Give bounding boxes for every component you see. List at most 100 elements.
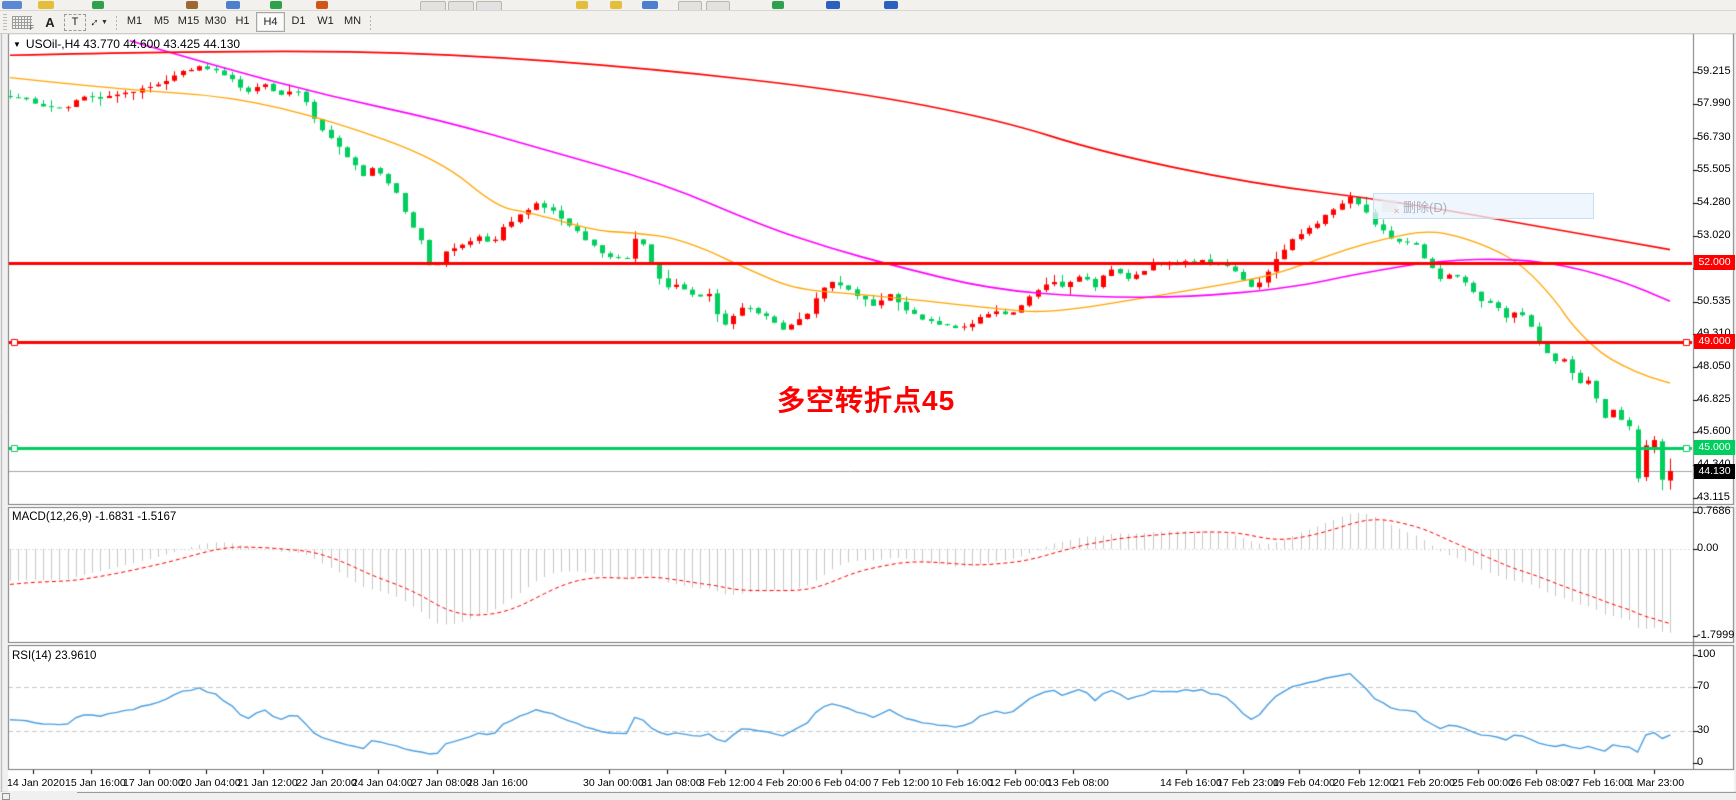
time-axis-label: 17 Jan 00:00: [123, 777, 184, 789]
price-axis-tick: 59.215: [1697, 65, 1731, 77]
time-axis-label: 22 Jan 20:00: [296, 777, 357, 789]
clipped-icon: [92, 1, 104, 9]
clipped-icon: [884, 1, 898, 9]
diagonal-arrows-icon: ↕: [87, 14, 103, 30]
rsi-axis-tick: 0: [1697, 756, 1704, 768]
chart-symbol-title[interactable]: ▼ USOil-,H4 43.770 44.600 43.425 44.130: [13, 37, 240, 51]
time-axis-label: 12 Feb 00:00: [989, 777, 1051, 789]
time-axis-label: 21 Feb 20:00: [1393, 777, 1455, 789]
time-axis-label: 25 Feb 00:00: [1452, 777, 1514, 789]
macd-axis-tick: 0.00: [1697, 542, 1719, 554]
price-axis-tick: 53.020: [1697, 229, 1731, 241]
price-axis-tick: 56.730: [1697, 131, 1731, 143]
delete-icon: [1382, 200, 1400, 216]
time-axis-label: 10 Feb 16:00: [931, 777, 993, 789]
toolbar-grip: [3, 14, 7, 30]
text-box-tool-glyph: T: [71, 16, 79, 28]
clipped-icon: [476, 1, 502, 10]
timeframe-button-mn[interactable]: MN: [343, 15, 362, 27]
text-box-tool[interactable]: T: [64, 13, 86, 31]
time-axis-label: 20 Feb 12:00: [1333, 777, 1395, 789]
clipped-icon: [226, 1, 240, 9]
time-axis-label: 4 Feb 20:00: [757, 777, 814, 789]
chart-text-annotation[interactable]: 多空转折点45: [777, 385, 956, 416]
time-axis-label: 6 Feb 04:00: [815, 777, 872, 789]
text-label-tool[interactable]: A: [40, 13, 60, 31]
price-axis-tick: 48.050: [1697, 360, 1731, 372]
clipped-icon: [706, 1, 730, 10]
clipped-icon: [38, 1, 54, 9]
clipped-icon: [316, 1, 328, 9]
timeframe-button-h4[interactable]: H4: [256, 12, 285, 32]
clipped-icon: [186, 1, 198, 9]
price-axis-tick: 43.115: [1697, 491, 1730, 503]
price-axis-tick: 54.280: [1697, 196, 1731, 208]
hline-price-label[interactable]: 49.000: [1694, 334, 1735, 349]
time-axis-label: 24 Jan 04:00: [352, 777, 413, 789]
toolbar-separator: [116, 14, 117, 30]
time-axis-label: 13 Feb 08:00: [1047, 777, 1109, 789]
bottom-tab-strip[interactable]: [0, 792, 1736, 800]
macd-indicator-label: MACD(12,26,9) -1.6831 -1.5167: [12, 511, 177, 523]
grid-snap-icon[interactable]: F: [12, 15, 34, 32]
time-axis-label: 20 Jan 04:00: [180, 777, 241, 789]
timeframe-button-m1[interactable]: M1: [126, 15, 143, 27]
clipped-icon: [576, 1, 588, 9]
time-axis-label: 31 Jan 08:00: [641, 777, 702, 789]
price-axis-tick: 55.505: [1697, 163, 1731, 175]
clipped-toolbar-icons: [0, 0, 1736, 11]
time-axis-label: 15 Jan 16:00: [65, 777, 126, 789]
crosshair-tool-dropdown[interactable]: ↕ ▼: [87, 13, 110, 31]
time-axis-label: 26 Feb 08:00: [1510, 777, 1572, 789]
time-axis-label: 7 Feb 12:00: [873, 777, 930, 789]
chart-toolbar: F A T ↕ ▼ M1 M5 M15 M30 H1 H4 D1 W1 MN: [0, 11, 1736, 34]
time-axis-label: 1 Mar 23:00: [1628, 777, 1685, 789]
hline-price-label[interactable]: 52.000: [1694, 255, 1735, 270]
price-axis-tick: 50.535: [1697, 295, 1731, 307]
chart-title-text: USOil-,H4 43.770 44.600 43.425 44.130: [25, 37, 241, 51]
timeframe-button-w1[interactable]: W1: [317, 15, 334, 27]
timeframe-button-group: M1 M5 M15 M30 H1 H4 D1 W1 MN: [121, 12, 366, 32]
time-axis-label: 3 Feb 12:00: [699, 777, 756, 789]
timeframe-button-m15[interactable]: M15: [177, 15, 200, 27]
clipped-icon: [448, 1, 474, 10]
time-axis-label: 14 Jan 2020: [7, 777, 65, 789]
hline-price-label[interactable]: 45.000: [1694, 440, 1735, 455]
rsi-indicator-label: RSI(14) 23.9610: [12, 650, 97, 662]
clipped-icon: [2, 1, 22, 9]
macd-axis-tick: -1.7999: [1697, 629, 1735, 641]
timeframe-button-m30[interactable]: M30: [204, 15, 227, 27]
text-label-tool-glyph: A: [45, 14, 55, 30]
time-axis-label: 14 Feb 16:00: [1160, 777, 1222, 789]
clipped-icon: [642, 1, 658, 9]
symbol-dropdown-icon[interactable]: ▼: [13, 40, 21, 49]
delete-tooltip-text: 删除(D): [1403, 199, 1448, 215]
current-price-label: 44.130: [1694, 464, 1735, 479]
rsi-axis-tick: 100: [1697, 648, 1716, 660]
clipped-icon: [270, 1, 282, 9]
price-axis-tick: 46.825: [1697, 393, 1731, 405]
clipped-icon: [826, 1, 840, 9]
price-axis-tick: 45.600: [1697, 425, 1731, 437]
rsi-axis-tick: 30: [1697, 724, 1710, 736]
time-axis-label: 30 Jan 00:00: [583, 777, 644, 789]
macd-axis-tick: 0.7686: [1697, 505, 1731, 517]
toolbar-separator: [370, 14, 371, 30]
timeframe-button-m5[interactable]: M5: [153, 15, 170, 27]
timeframe-button-d1[interactable]: D1: [291, 15, 306, 27]
delete-context-tooltip: 删除(D): [1373, 193, 1594, 219]
rsi-axis-tick: 70: [1697, 680, 1710, 692]
clipped-icon: [610, 1, 622, 9]
time-axis-label: 19 Feb 04:00: [1273, 777, 1335, 789]
timeframe-button-h1[interactable]: H1: [235, 15, 250, 27]
clipped-icon: [678, 1, 702, 10]
time-axis-label: 21 Jan 12:00: [237, 777, 298, 789]
tab-strip-edge: [77, 792, 1736, 793]
clipped-icon: [772, 1, 784, 9]
price-axis-tick: 57.990: [1697, 97, 1731, 109]
time-axis-label: 27 Feb 16:00: [1568, 777, 1630, 789]
chevron-down-icon: ▼: [101, 18, 108, 26]
time-axis-label: 27 Jan 08:00: [411, 777, 472, 789]
clipped-icon: [420, 1, 446, 10]
